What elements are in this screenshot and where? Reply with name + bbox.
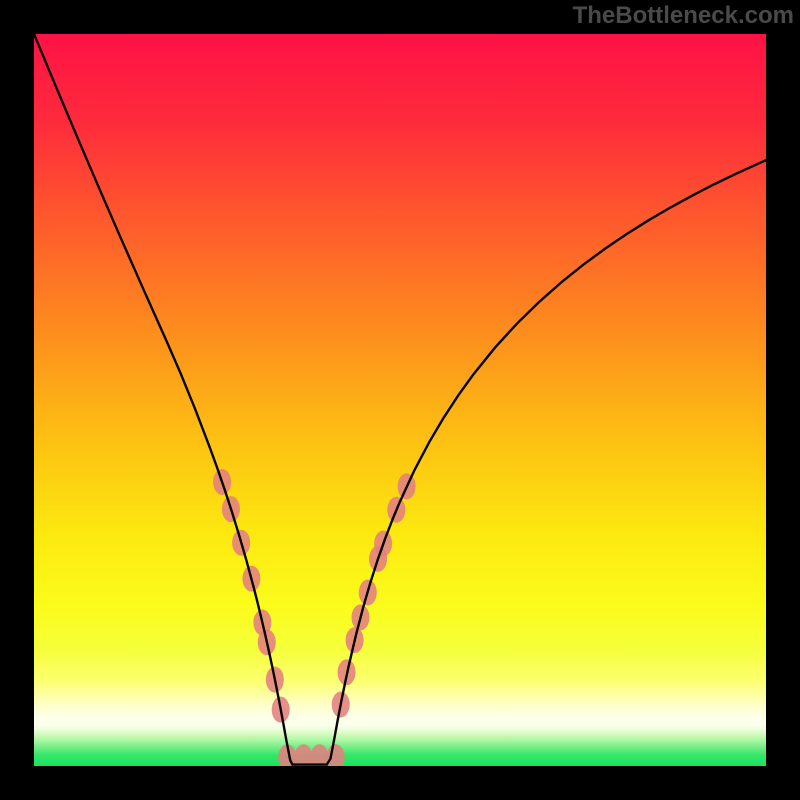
curve-layer: [34, 34, 766, 766]
left-curve: [34, 34, 292, 765]
watermark-text: TheBottleneck.com: [573, 2, 794, 30]
plot-area: [34, 34, 766, 766]
data-marker: [310, 744, 328, 766]
chart-root: TheBottleneck.com: [0, 0, 800, 800]
right-curve: [327, 160, 766, 764]
marker-layer: [213, 469, 415, 766]
data-marker: [294, 744, 312, 766]
